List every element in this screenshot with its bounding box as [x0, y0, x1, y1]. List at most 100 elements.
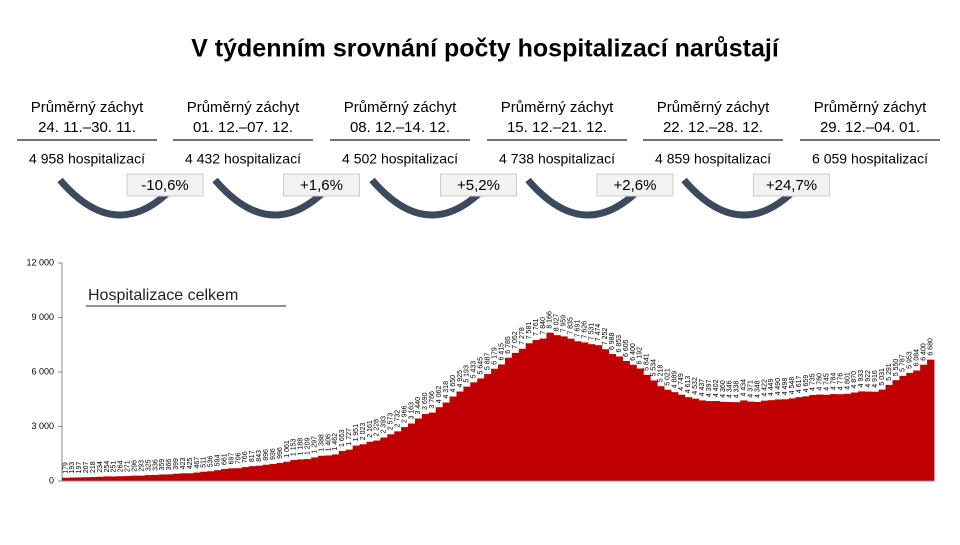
bar — [338, 450, 347, 481]
value-label: 2 573 — [388, 413, 395, 431]
bar — [740, 400, 748, 481]
value-label: 5 433 — [471, 361, 478, 379]
value-label: 4 617 — [796, 376, 803, 394]
bar — [255, 465, 264, 481]
bar — [311, 457, 319, 481]
value-label: 766 — [242, 451, 249, 463]
period-count: 4 958 hospitalizací — [29, 151, 145, 167]
y-tick-label: 6 000 — [31, 366, 54, 376]
value-label: 6 192 — [637, 347, 644, 365]
value-label: 296 — [132, 460, 139, 472]
bar — [574, 341, 582, 481]
value-label: 271 — [125, 460, 132, 472]
value-label: 4 889 — [671, 371, 678, 389]
bar — [68, 477, 77, 481]
bar — [920, 364, 928, 481]
value-label: 7 474 — [595, 324, 602, 342]
period-count: 6 059 hospitalizací — [812, 151, 928, 167]
value-label: 511 — [201, 456, 208, 467]
value-label: 218 — [90, 461, 97, 473]
bar — [179, 473, 187, 481]
bar — [262, 464, 271, 481]
value-label: 254 — [104, 461, 111, 473]
value-label: 264 — [118, 460, 125, 472]
bar — [318, 455, 326, 481]
value-label: 6 179 — [491, 347, 498, 365]
value-label: 5 193 — [464, 365, 471, 383]
value-label: 8 027 — [554, 314, 561, 332]
bar — [560, 336, 568, 481]
bar — [767, 400, 776, 481]
bar — [636, 368, 644, 481]
value-label: 4 659 — [803, 375, 810, 393]
value-label: 1 061 — [284, 440, 291, 458]
bar — [145, 475, 153, 481]
change-value: +1,6% — [300, 177, 343, 194]
bar — [719, 401, 727, 481]
value-label: 4 801 — [844, 372, 851, 390]
bar — [290, 460, 298, 481]
change-box — [283, 173, 360, 197]
change-box — [440, 173, 517, 197]
bar — [165, 474, 174, 481]
bar — [823, 394, 831, 481]
bar — [781, 399, 790, 481]
value-label: 4 613 — [685, 376, 692, 394]
value-label: 4 348 — [754, 380, 761, 398]
bar — [172, 473, 181, 481]
bar — [830, 394, 838, 481]
value-label: 7 252 — [602, 328, 609, 346]
value-label: 8 166 — [547, 311, 554, 329]
bar — [705, 401, 713, 481]
value-label: 1 209 — [305, 437, 312, 455]
value-label: 4 360 — [720, 380, 727, 398]
value-label: 1 297 — [311, 436, 318, 454]
bar — [504, 357, 513, 481]
series-label: Hospitalizace celkem — [88, 287, 238, 304]
bar — [304, 459, 312, 481]
bar — [421, 413, 430, 481]
change-box — [126, 173, 204, 197]
bar — [110, 476, 118, 481]
value-label: 1 153 — [291, 438, 298, 456]
bar — [186, 473, 194, 481]
bar — [553, 335, 561, 481]
bar — [235, 468, 243, 481]
bar — [698, 400, 707, 481]
bar — [138, 475, 146, 481]
value-label: 3 163 — [408, 402, 415, 420]
title: V týdenním srovnání počty hospitalizací … — [191, 35, 780, 63]
bar — [435, 407, 444, 481]
bar — [297, 459, 305, 481]
bar — [214, 470, 222, 481]
value-label: 336 — [152, 459, 159, 471]
bar — [241, 467, 250, 481]
period-label: Průměrný záchyt — [814, 99, 927, 116]
bar — [850, 392, 859, 481]
bar — [283, 461, 291, 481]
value-label: 1 951 — [353, 424, 360, 442]
bar — [871, 391, 880, 481]
value-label: 7 691 — [574, 320, 581, 338]
value-label: 706 — [235, 452, 242, 464]
bar — [193, 472, 201, 481]
value-label: 425 — [187, 457, 194, 469]
bar — [539, 338, 547, 481]
value-label: 4 371 — [747, 380, 754, 398]
bar — [158, 474, 167, 481]
value-label: 4 498 — [782, 378, 789, 396]
value-label: 1 727 — [346, 428, 353, 446]
value-label: 4 735 — [810, 373, 817, 391]
bar — [484, 374, 492, 481]
bar — [82, 477, 91, 481]
value-label: 6 415 — [498, 343, 505, 361]
bar — [899, 375, 907, 481]
bar — [276, 462, 284, 481]
bar — [795, 397, 803, 481]
value-label: 996 — [277, 447, 284, 459]
period-count: 4 738 hospitalizací — [499, 151, 615, 167]
bar — [124, 476, 132, 481]
value-label: 5 218 — [657, 365, 664, 383]
bar — [359, 444, 367, 481]
bar — [491, 368, 499, 481]
